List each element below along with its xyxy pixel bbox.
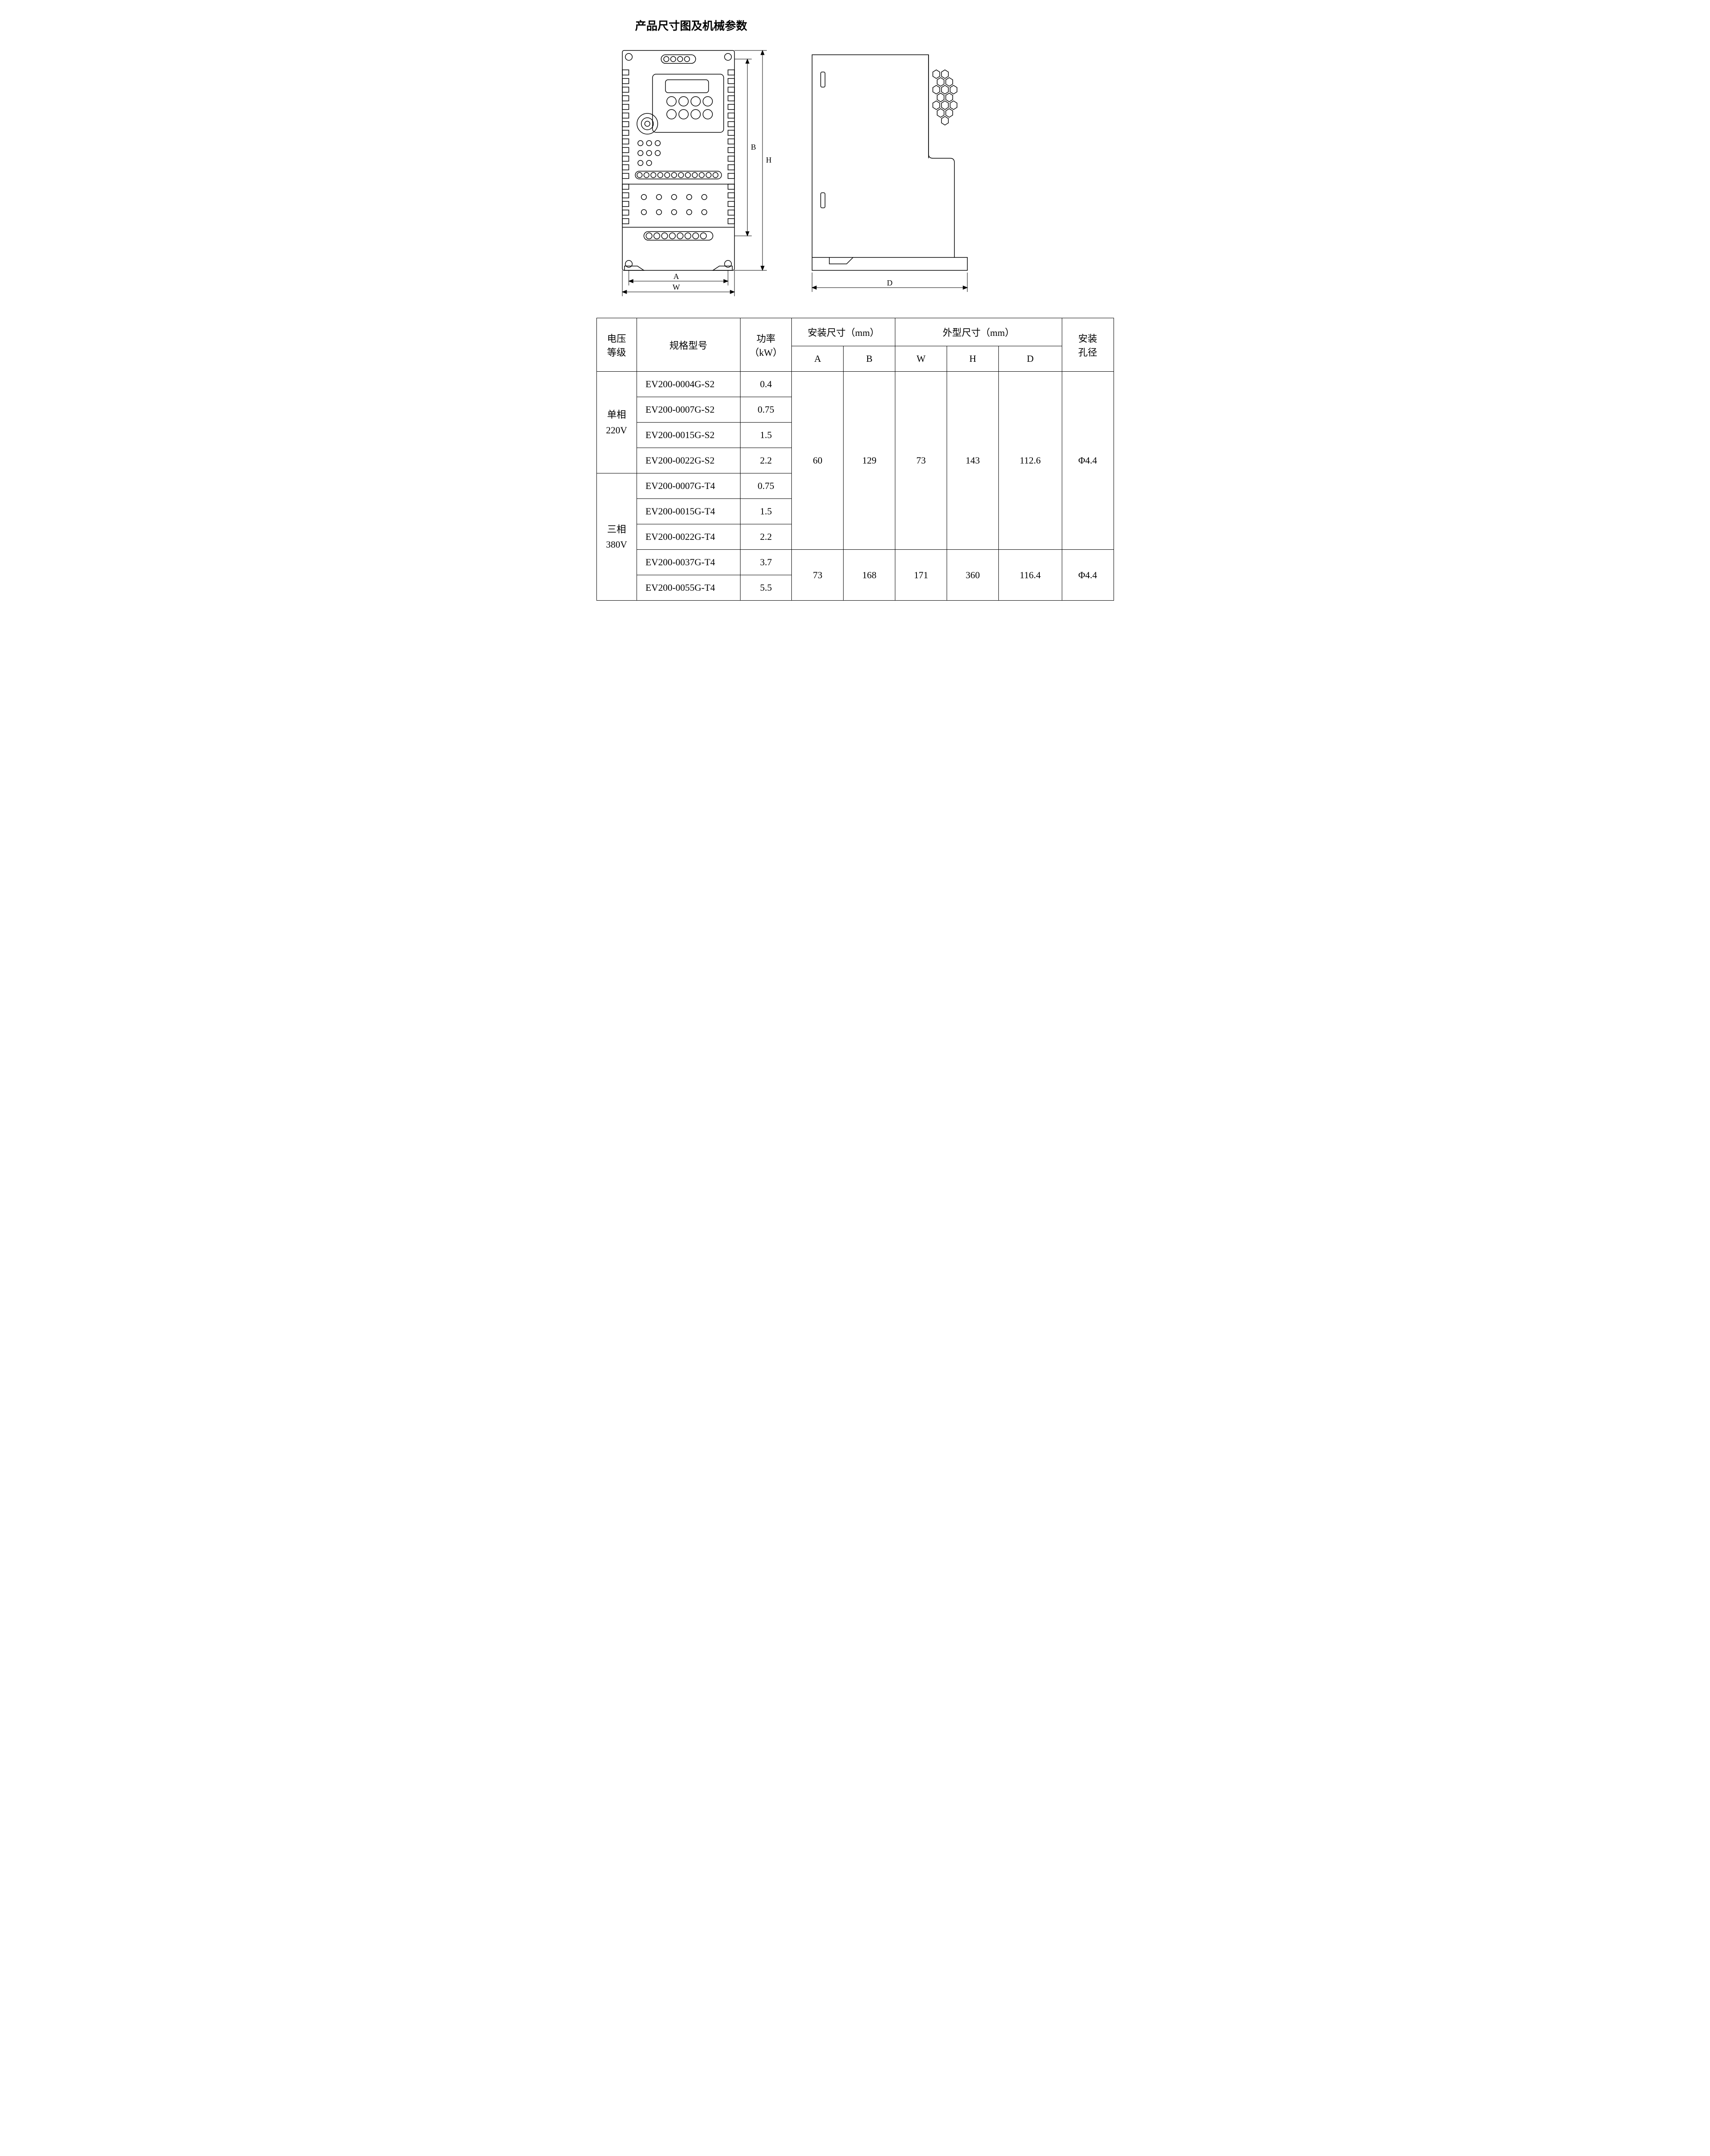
spec-table: 电压 等级 规格型号 功率 （kW） 安装尺寸（mm） 外型尺寸（mm） 安装 … <box>596 318 1114 601</box>
model-cell: EV200-0007G-T4 <box>637 473 740 499</box>
th-power: 功率 （kW） <box>740 318 792 372</box>
power-cell: 5.5 <box>740 575 792 601</box>
dim-cell-hole: Φ4.4 <box>1062 372 1114 550</box>
dimension-diagrams: B H A <box>596 46 1114 301</box>
dim-w-label: W <box>672 283 680 291</box>
dim-cell-a: 60 <box>792 372 844 550</box>
model-cell: EV200-0022G-S2 <box>637 448 740 473</box>
dim-b-label: B <box>751 143 756 151</box>
voltage-cell: 三相 380V <box>596 473 637 601</box>
model-cell: EV200-0007G-S2 <box>637 397 740 423</box>
power-cell: 2.2 <box>740 524 792 550</box>
dim-cell-b: 168 <box>844 550 895 601</box>
th-a: A <box>792 346 844 372</box>
dim-cell-a: 73 <box>792 550 844 601</box>
power-cell: 1.5 <box>740 499 792 524</box>
th-install: 安装尺寸（mm） <box>792 318 895 346</box>
model-cell: EV200-0037G-T4 <box>637 550 740 575</box>
page-title: 产品尺寸图及机械参数 <box>596 17 1114 33</box>
model-cell: EV200-0055G-T4 <box>637 575 740 601</box>
th-model: 规格型号 <box>637 318 740 372</box>
th-outer: 外型尺寸（mm） <box>895 318 1062 346</box>
th-w: W <box>895 346 947 372</box>
side-view: D <box>803 46 989 301</box>
dim-a-label: A <box>673 272 679 281</box>
model-cell: EV200-0004G-S2 <box>637 372 740 397</box>
power-cell: 1.5 <box>740 423 792 448</box>
power-cell: 0.75 <box>740 473 792 499</box>
dim-d-label: D <box>887 279 892 287</box>
dim-h-label: H <box>766 156 772 164</box>
power-cell: 0.4 <box>740 372 792 397</box>
dim-cell-d: 112.6 <box>999 372 1062 550</box>
dim-cell-d: 116.4 <box>999 550 1062 601</box>
th-d: D <box>999 346 1062 372</box>
power-cell: 3.7 <box>740 550 792 575</box>
dim-cell-hole: Φ4.4 <box>1062 550 1114 601</box>
model-cell: EV200-0015G-T4 <box>637 499 740 524</box>
power-cell: 2.2 <box>740 448 792 473</box>
dim-cell-b: 129 <box>844 372 895 550</box>
dim-cell-w: 171 <box>895 550 947 601</box>
voltage-cell: 单相 220V <box>596 372 637 473</box>
front-view: B H A <box>614 46 778 301</box>
dim-cell-h: 360 <box>947 550 999 601</box>
th-h: H <box>947 346 999 372</box>
model-cell: EV200-0022G-T4 <box>637 524 740 550</box>
model-cell: EV200-0015G-S2 <box>637 423 740 448</box>
power-cell: 0.75 <box>740 397 792 423</box>
th-voltage: 电压 等级 <box>596 318 637 372</box>
dim-cell-w: 73 <box>895 372 947 550</box>
th-hole: 安装 孔径 <box>1062 318 1114 372</box>
dim-cell-h: 143 <box>947 372 999 550</box>
th-b: B <box>844 346 895 372</box>
